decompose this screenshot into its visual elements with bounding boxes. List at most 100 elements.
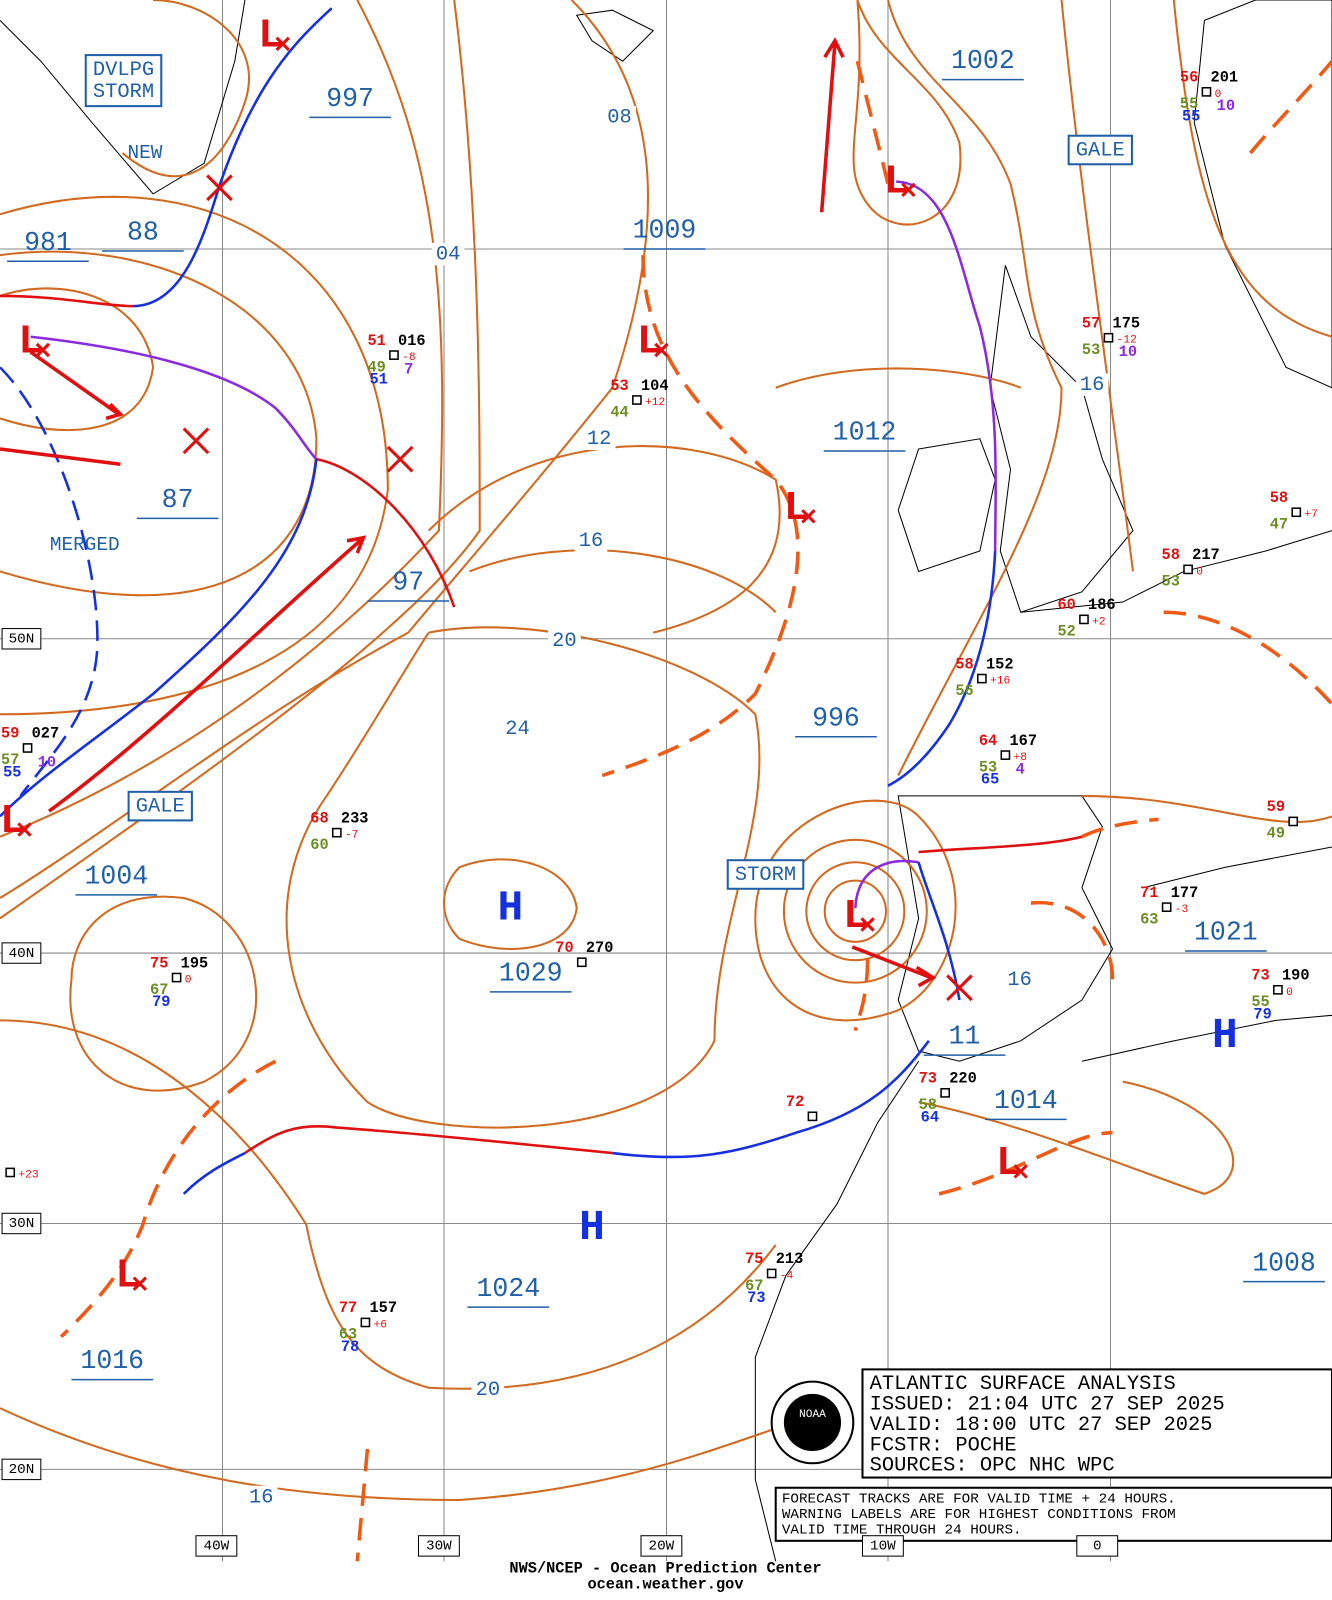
station-dewpoint: 63 (1140, 910, 1158, 928)
station (1201, 86, 1212, 97)
low-x (860, 917, 875, 932)
isobar-label: 20 (476, 1379, 501, 1402)
warning-label: STORM (93, 81, 154, 104)
station-extra: 4 (1016, 760, 1025, 778)
pressure-label: 1002 (951, 46, 1015, 76)
lat-label: 40N (9, 946, 35, 962)
station-pressure: 177 (1171, 884, 1199, 902)
station-extra: 78 (341, 1338, 359, 1356)
lat-box (1, 628, 42, 650)
station-extra: 7 (404, 360, 413, 378)
note-line: WARNING LABELS ARE FOR HIGHEST CONDITION… (782, 1507, 1176, 1523)
station-dewpoint: 52 (1057, 623, 1075, 641)
lon-box (195, 1535, 238, 1557)
station (389, 350, 399, 360)
station-dewpoint: 49 (367, 358, 385, 376)
station-dewpoint: 56 (955, 682, 973, 700)
svg-text:NOAA: NOAA (799, 1409, 826, 1421)
station (576, 957, 587, 968)
station-temp: 53 (610, 377, 628, 395)
low-x (132, 1276, 148, 1291)
isobar-label: 16 (1080, 374, 1105, 397)
isobar-label-bg (1003, 968, 1036, 991)
station-dewpoint: 67 (745, 1277, 763, 1295)
pressure-label: 1016 (80, 1346, 144, 1376)
station-tendency: 0 (185, 975, 192, 987)
isobar-label-bg (471, 1378, 505, 1402)
isobar-label: 12 (587, 428, 612, 451)
station-dewpoint: 67 (150, 981, 168, 999)
pressure-label: 1014 (994, 1086, 1058, 1116)
station (1103, 332, 1114, 343)
isobar-label-bg (1075, 373, 1109, 396)
high-center: H (497, 883, 523, 932)
station-extra: 79 (152, 993, 170, 1011)
station-pressure: 175 (1113, 315, 1141, 333)
isobar-label-bg (244, 1485, 278, 1509)
station-dewpoint: 53 (1162, 573, 1180, 591)
lat-box (1, 1212, 42, 1235)
low-x (1013, 1164, 1028, 1179)
low-center: L (784, 486, 809, 532)
note-line: FORECAST TRACKS ARE FOR VALID TIME + 24 … (782, 1492, 1176, 1508)
low-x (801, 509, 816, 524)
station-tendency: 0 (1196, 566, 1203, 578)
station (1000, 750, 1011, 760)
station-pressure: 195 (181, 954, 209, 972)
station-extra: 64 (921, 1108, 939, 1126)
title-line: VALID: 18:00 UTC 27 SEP 2025 (870, 1414, 1213, 1437)
lon-box (1076, 1535, 1119, 1557)
station-tendency: -4 (780, 1270, 794, 1282)
station-pressure: 104 (641, 377, 669, 395)
pressure-label: 97 (392, 568, 424, 598)
low-center: L (115, 1253, 140, 1299)
low-x (275, 36, 290, 52)
station-extra: 65 (981, 771, 999, 789)
station (171, 972, 182, 983)
isobar-label-bg (574, 529, 608, 553)
station-pressure: 233 (341, 809, 369, 827)
station-temp: 57 (1082, 315, 1100, 333)
footer-line: NWS/NCEP - Ocean Prediction Center (509, 1559, 821, 1577)
low-x (35, 342, 51, 358)
title-line: FCSTR: POCHE (870, 1434, 1017, 1457)
pressure-label: 997 (326, 84, 374, 114)
high-center: H (579, 1203, 605, 1252)
isobar-label: 04 (436, 243, 461, 266)
station-dewpoint: 53 (979, 758, 997, 776)
station-temp: 59 (1267, 798, 1285, 816)
footer-line: ocean.weather.gov (587, 1576, 743, 1594)
station-temp: 73 (919, 1070, 937, 1088)
station (1288, 816, 1299, 827)
station-extra: 73 (747, 1289, 765, 1307)
high-center: H (1212, 1011, 1238, 1060)
warning-box (127, 790, 193, 822)
lat-box (1, 1458, 42, 1481)
station (977, 673, 987, 684)
isobar-label-bg (431, 242, 465, 266)
isobar-label: 16 (249, 1486, 274, 1509)
station-temp: 59 (1, 725, 19, 743)
station-pressure: 027 (32, 725, 60, 743)
station-temp: 51 (367, 332, 385, 350)
title-line: SOURCES: OPC NHC WPC (870, 1455, 1115, 1478)
station-temp: 75 (745, 1250, 763, 1268)
station-dewpoint: 47 (1270, 516, 1288, 534)
isobar-label-bg (582, 427, 616, 450)
fronts (0, 7, 1083, 1195)
isobar-label-bg (548, 629, 581, 653)
lon-box (861, 1535, 904, 1557)
note-line: VALID TIME THROUGH 24 HOURS. (782, 1522, 1022, 1538)
station-temp: 58 (1270, 489, 1288, 507)
station-tendency: +6 (374, 1319, 387, 1331)
lat-label: 20N (9, 1462, 35, 1478)
isobar-label-bg (501, 717, 534, 740)
station-dewpoint: 44 (610, 403, 628, 421)
station (1161, 902, 1172, 912)
pressure-label: 1009 (633, 216, 697, 246)
isobar-label: 08 (607, 107, 632, 130)
lon-label: 10W (870, 1539, 896, 1555)
station-extra: 55 (1182, 107, 1200, 125)
lon-label: 40W (204, 1539, 230, 1555)
warning-label: STORM (735, 864, 796, 887)
